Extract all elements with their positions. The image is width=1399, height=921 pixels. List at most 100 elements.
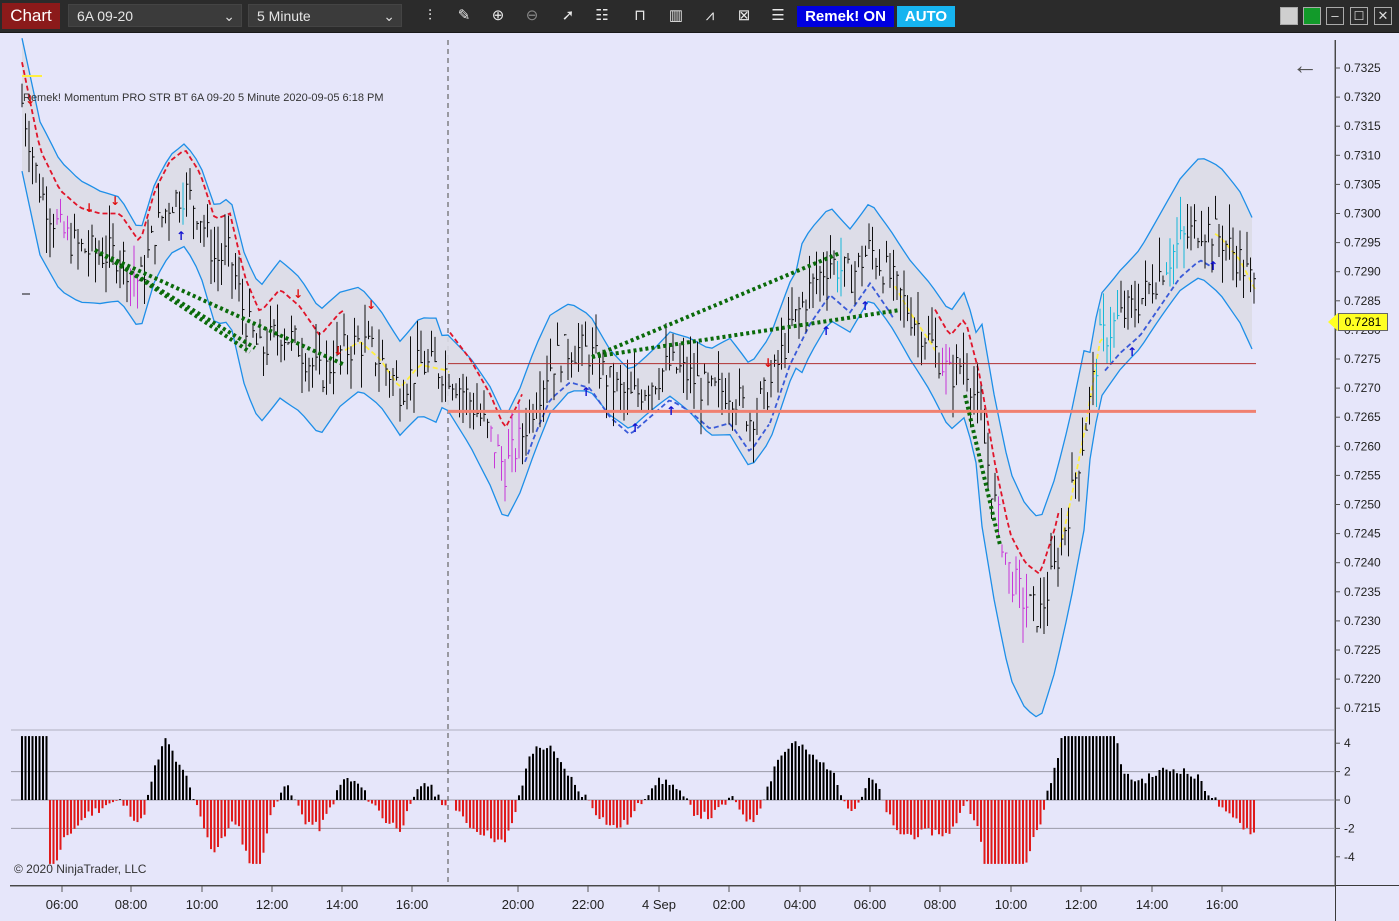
price-tick-label: 0.7225 [1344, 643, 1381, 657]
osc-tick-label: 0 [1344, 793, 1351, 807]
trend-stop-line [769, 281, 895, 424]
remek-toggle-button[interactable]: Remek! ON [797, 6, 894, 27]
sell-arrow-icon: ↓ [333, 344, 343, 358]
osc-tick-label: 2 [1344, 765, 1351, 779]
price-tick-label: 0.7325 [1344, 61, 1381, 75]
time-tick-label: 16:00 [1206, 897, 1239, 912]
chevron-down-icon: ⌄ [383, 8, 395, 24]
dotted-trendline [591, 251, 841, 359]
price-tick-label: 0.7255 [1344, 468, 1381, 482]
buy-arrow-icon: ↑ [581, 385, 591, 399]
zoom-in-icon[interactable]: ⊕ [491, 7, 505, 24]
trend-stop-line [254, 289, 344, 336]
buy-arrow-icon: ↑ [666, 404, 676, 418]
time-tick-label: 12:00 [1065, 897, 1098, 912]
price-tick-label: 0.7315 [1344, 119, 1381, 133]
list-icon[interactable]: ☰ [771, 7, 785, 24]
chart-tab[interactable]: Chart [2, 3, 60, 29]
price-tick-label: 0.7320 [1344, 90, 1381, 104]
lower-band-line [21, 170, 1253, 718]
time-tick-label: 14:00 [326, 897, 359, 912]
time-tick-label: 20:00 [502, 897, 535, 912]
properties-icon[interactable]: ⊠ [737, 7, 751, 24]
band-fill [22, 38, 1252, 717]
buy-arrow-icon: ↑ [1127, 345, 1137, 359]
dotted-trendline [99, 251, 346, 367]
time-tick-label: 04:00 [784, 897, 817, 912]
buy-arrow-icon: ↑ [1208, 259, 1218, 273]
maximize-icon[interactable]: ☐ [1350, 7, 1368, 25]
trend-stop-line [934, 309, 1060, 575]
instrument-selector[interactable]: 6A 09-20 ⌄ [68, 4, 242, 27]
price-tick-label: 0.7310 [1344, 148, 1381, 162]
price-tick-label: 0.7285 [1344, 294, 1381, 308]
upper-band-line [21, 38, 1253, 517]
osc-tick-label: -4 [1344, 850, 1355, 864]
buy-arrow-icon: ↑ [630, 421, 640, 435]
interval-selector[interactable]: 5 Minute ⌄ [248, 4, 402, 27]
time-tick-label: 12:00 [256, 897, 289, 912]
auto-button[interactable]: AUTO [897, 6, 955, 27]
sell-arrow-icon: ↓ [110, 194, 120, 208]
strategies-icon[interactable]: ▥ [668, 7, 684, 24]
sell-arrow-icon: ↓ [763, 356, 773, 370]
price-tick-label: 0.7290 [1344, 265, 1381, 279]
trend-stop-line [524, 382, 770, 463]
time-tick-label: 08:00 [924, 897, 957, 912]
pointer-icon[interactable]: ➚ [561, 7, 575, 24]
zoom-out-icon[interactable]: ⊖ [525, 7, 539, 24]
time-tick-label: 10:00 [995, 897, 1028, 912]
price-tick-label: 0.7235 [1344, 585, 1381, 599]
current-price-label: 0.7281 [1338, 313, 1388, 331]
sell-arrow-icon: ↓ [25, 93, 35, 107]
price-tick-label: 0.7220 [1344, 672, 1381, 686]
indicators-icon[interactable]: ⩘ [705, 7, 715, 24]
price-tick-label: 0.7260 [1344, 439, 1381, 453]
buy-arrow-icon: ↑ [176, 229, 186, 243]
current-price-marker: 0.7281 [1328, 313, 1388, 331]
price-axis[interactable] [1336, 40, 1399, 885]
time-tick-label: 06:00 [46, 897, 79, 912]
time-tick-label: 10:00 [186, 897, 219, 912]
osc-tick-label: -2 [1344, 821, 1355, 835]
copyright-label: © 2020 NinjaTrader, LLC [14, 862, 147, 876]
price-tick-label: 0.7270 [1344, 381, 1381, 395]
draw-pencil-icon[interactable]: ✎ [457, 7, 471, 24]
templates-icon[interactable]: ⊓ [634, 7, 646, 24]
price-tick-label: 0.7305 [1344, 177, 1381, 191]
link-icon[interactable] [1303, 7, 1321, 25]
instrument-label: 6A 09-20 [77, 8, 134, 24]
dotted-trendline [591, 308, 901, 359]
left-margin [0, 32, 10, 921]
buy-arrow-icon: ↑ [821, 324, 831, 338]
time-tick-label: 08:00 [115, 897, 148, 912]
price-tick-label: 0.7275 [1344, 352, 1381, 366]
interval-label: 5 Minute [257, 8, 311, 24]
price-tick-label: 0.7230 [1344, 614, 1381, 628]
axis-corner [1336, 886, 1399, 921]
close-icon[interactable]: ✕ [1374, 7, 1392, 25]
price-tick-label: 0.7240 [1344, 556, 1381, 570]
price-tick-label: 0.7245 [1344, 527, 1381, 541]
chart-info-label: Remek! Momentum PRO STR BT 6A 09-20 5 Mi… [23, 92, 384, 104]
data-box-icon[interactable]: ☷ [595, 7, 609, 24]
price-tick-label: 0.7215 [1344, 701, 1381, 715]
back-arrow-icon[interactable]: ← [1292, 50, 1318, 80]
time-axis[interactable] [10, 886, 1335, 921]
buy-arrow-icon: ↑ [860, 299, 870, 313]
minimize-icon[interactable] [1280, 7, 1298, 25]
bar-type-icon[interactable]: ⫶ [428, 7, 432, 24]
trend-stop-line [344, 341, 450, 389]
price-tick-label: 0.7295 [1344, 236, 1381, 250]
price-tick-label: 0.7265 [1344, 410, 1381, 424]
price-marker-arrow [1328, 313, 1338, 331]
chart-toolbar: Chart 6A 09-20 ⌄ 5 Minute ⌄ ⫶ ✎ ⊕ ⊖ ➚ ☷ … [0, 0, 1399, 33]
time-tick-label: 02:00 [713, 897, 746, 912]
chevron-down-icon: ⌄ [223, 8, 235, 24]
dotted-trendline [963, 394, 1002, 546]
price-tick-label: 0.7250 [1344, 498, 1381, 512]
time-tick-label: 4 Sep [642, 897, 676, 912]
minimize-window-icon[interactable]: – [1326, 7, 1344, 25]
sell-arrow-icon: ↓ [293, 287, 303, 301]
